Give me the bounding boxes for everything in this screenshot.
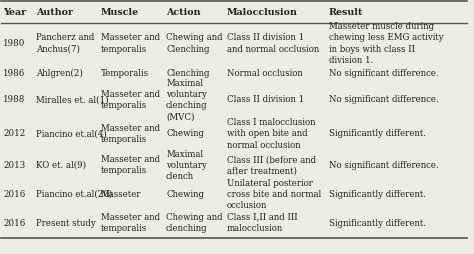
Text: Result: Result (329, 8, 364, 17)
Text: Action: Action (166, 8, 201, 17)
Text: Significantly different.: Significantly different. (329, 219, 426, 228)
Text: Significantly different.: Significantly different. (329, 190, 426, 199)
Text: Present study: Present study (36, 219, 96, 228)
Text: Masseter and
temporalis: Masseter and temporalis (101, 155, 160, 175)
Text: Malocclusion: Malocclusion (227, 8, 298, 17)
Text: 1980: 1980 (3, 39, 26, 48)
Text: Normal occlusion: Normal occlusion (227, 69, 302, 78)
Text: Clenching: Clenching (166, 69, 210, 78)
Text: Chewing and
Clenching: Chewing and Clenching (166, 34, 223, 54)
Text: Class III (before and
after treatment): Class III (before and after treatment) (227, 155, 316, 175)
Text: Masseter muscle during
chewing less EMG activity
in boys with class II
division : Masseter muscle during chewing less EMG … (329, 22, 444, 65)
Text: Author: Author (36, 8, 73, 17)
Text: No significant difference.: No significant difference. (329, 161, 439, 170)
Text: Maximal
voluntary
clenching
(MVC): Maximal voluntary clenching (MVC) (166, 79, 208, 121)
Text: KO et. al(9): KO et. al(9) (36, 161, 86, 170)
Text: Piancino et.al(20): Piancino et.al(20) (36, 190, 112, 199)
Text: Muscle: Muscle (101, 8, 139, 17)
Text: 2013: 2013 (3, 161, 26, 170)
Text: Masseter and
temporalis: Masseter and temporalis (101, 124, 160, 144)
Text: Maximal
voluntary
clench: Maximal voluntary clench (166, 150, 207, 181)
Text: Year: Year (3, 8, 27, 17)
Text: Pancherz and
Anchus(7): Pancherz and Anchus(7) (36, 34, 94, 54)
Text: Masseter and
temporalis: Masseter and temporalis (101, 90, 160, 110)
Text: No significant difference.: No significant difference. (329, 96, 439, 104)
Text: Miralles et. al(1): Miralles et. al(1) (36, 96, 109, 104)
Text: Temporalis: Temporalis (101, 69, 149, 78)
Text: 2016: 2016 (3, 190, 26, 199)
Text: Masseter: Masseter (101, 190, 141, 199)
Text: Class I malocclusion
with open bite and
normal occlusion: Class I malocclusion with open bite and … (227, 118, 315, 150)
Text: Class I,II and III
malocclusion: Class I,II and III malocclusion (227, 213, 297, 233)
Text: Piancino et.al(4): Piancino et.al(4) (36, 129, 107, 138)
Text: Masseter and
temporalis: Masseter and temporalis (101, 34, 160, 54)
Text: Class II division 1
and normal occlusion: Class II division 1 and normal occlusion (227, 34, 319, 54)
Text: 2016: 2016 (3, 219, 26, 228)
Text: No significant difference.: No significant difference. (329, 69, 439, 78)
Text: Chewing and
clenching: Chewing and clenching (166, 213, 223, 233)
Text: 2012: 2012 (3, 129, 26, 138)
Text: Unilateral posterior
cross bite and normal
occlusion: Unilateral posterior cross bite and norm… (227, 179, 321, 210)
Text: Ahlgren(2): Ahlgren(2) (36, 69, 82, 78)
Text: Masseter and
temporalis: Masseter and temporalis (101, 213, 160, 233)
Text: 1986: 1986 (3, 69, 26, 78)
Text: Significantly different.: Significantly different. (329, 129, 426, 138)
Text: Chewing: Chewing (166, 190, 204, 199)
Text: Class II division 1: Class II division 1 (227, 96, 304, 104)
Text: Chewing: Chewing (166, 129, 204, 138)
Text: 1988: 1988 (3, 96, 26, 104)
